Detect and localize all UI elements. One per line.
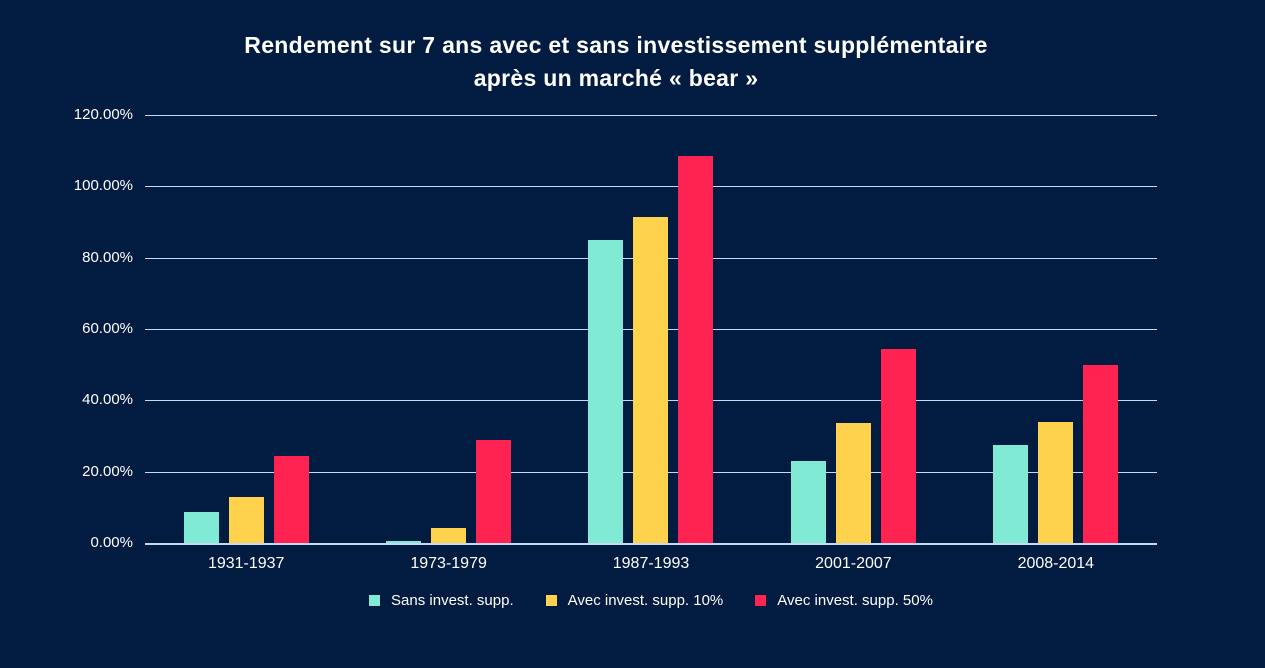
bar-group-2008-2014 bbox=[955, 115, 1157, 543]
y-tick-label-120: 120.00% bbox=[73, 106, 133, 123]
x-axis: 1931-1937 1973-1979 1987-1993 2001-2007 2008… bbox=[145, 555, 1157, 573]
x-tick-label-1973-1979: 1973-1979 bbox=[410, 555, 487, 572]
x-tick-label-1987-1993: 1987-1993 bbox=[612, 555, 690, 572]
bar-series2-1987-1993 bbox=[633, 217, 669, 543]
x-tick-label-1931-1937: 1931-1937 bbox=[207, 555, 285, 572]
gridline-0 bbox=[145, 543, 1157, 545]
chart-title: Rendement sur 7 ans avec et sans investi… bbox=[0, 29, 1232, 95]
legend-label: Avec invest. supp. 50% bbox=[777, 592, 933, 609]
bar-series2-2001-2007 bbox=[835, 423, 871, 543]
bar-group-2001-2007 bbox=[752, 115, 954, 543]
bar-series1-1973-1979 bbox=[386, 541, 422, 543]
y-tick-label-40: 40.00% bbox=[82, 391, 133, 408]
bar-groups-layer bbox=[145, 115, 1157, 543]
chart-title-line-2: après un marché « bear » bbox=[473, 65, 759, 91]
x-tick-label-2001-2007: 2001-2007 bbox=[815, 555, 892, 572]
bar-series2-2008-2014 bbox=[1038, 422, 1074, 543]
bar-series3-2008-2014 bbox=[1083, 365, 1119, 543]
bar-series2-1931-1937 bbox=[228, 497, 264, 543]
bar-series1-2001-2007 bbox=[790, 461, 826, 543]
legend-label: Avec invest. supp. 10% bbox=[567, 592, 724, 609]
bar-series1-1931-1937 bbox=[183, 512, 219, 543]
bar-series3-1931-1937 bbox=[273, 456, 309, 543]
bar-series3-2001-2007 bbox=[880, 349, 916, 543]
bar-group-1987-1993 bbox=[550, 115, 752, 543]
legend-label: Sans invest. supp. bbox=[391, 592, 514, 609]
y-tick-label-80: 80.00% bbox=[82, 249, 133, 266]
bar-series3-1987-1993 bbox=[678, 156, 714, 543]
legend-item-2: Avec invest. supp. 10% bbox=[545, 592, 724, 609]
chart-title-line-1: Rendement sur 7 ans avec et sans investi… bbox=[244, 32, 988, 58]
gridline-120 bbox=[145, 115, 1157, 116]
y-axis: 0.00% 20.00% 40.00% 60.00% 80.00% 100.00% 120.… bbox=[0, 106, 133, 551]
plot-area bbox=[145, 115, 1157, 545]
legend-item-1: Sans invest. supp. bbox=[369, 592, 514, 609]
bar-group-1931-1937 bbox=[145, 115, 347, 543]
legend-swatch-icon bbox=[369, 595, 381, 606]
legend-swatch-icon bbox=[545, 595, 557, 606]
bar-series2-1973-1979 bbox=[431, 528, 467, 543]
bar-series1-2008-2014 bbox=[993, 445, 1029, 543]
bar-group-1973-1979 bbox=[347, 115, 549, 543]
legend: Sans invest. supp. Avec invest. supp. 10%… bbox=[145, 592, 1157, 609]
x-tick-label-2008-2014: 2008-2014 bbox=[1017, 555, 1095, 572]
y-tick-label-0: 0.00% bbox=[90, 534, 133, 551]
y-tick-label-60: 60.00% bbox=[82, 320, 133, 337]
y-tick-label-100: 100.00% bbox=[73, 177, 133, 194]
legend-swatch-icon bbox=[755, 595, 767, 606]
gridline-100 bbox=[145, 186, 1157, 187]
bar-series3-1973-1979 bbox=[476, 440, 512, 543]
bar-series1-1987-1993 bbox=[588, 240, 624, 543]
y-tick-label-20: 20.00% bbox=[82, 463, 133, 480]
legend-item-3: Avec invest. supp. 50% bbox=[755, 592, 933, 609]
